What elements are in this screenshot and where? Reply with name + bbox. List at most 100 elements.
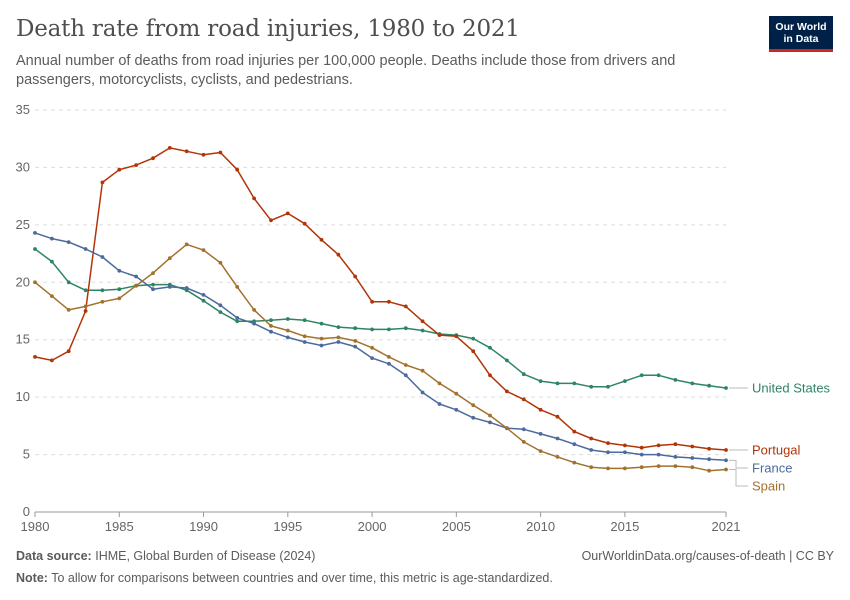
data-point [454, 391, 459, 396]
data-point [606, 384, 610, 389]
data-point [302, 221, 307, 226]
x-tick-label: 1980 [21, 519, 50, 534]
data-point [100, 180, 105, 185]
data-point [623, 466, 627, 471]
data-point [302, 318, 307, 323]
y-tick-label: 10 [16, 389, 30, 404]
series-label: Portugal [752, 442, 801, 457]
data-point [724, 386, 728, 390]
data-point [134, 274, 139, 279]
series-label: France [752, 460, 792, 475]
data-point [555, 414, 560, 419]
data-point [639, 445, 644, 450]
y-tick-label: 0 [23, 504, 30, 519]
data-point [353, 339, 358, 343]
data-point [690, 444, 695, 449]
y-tick-label: 20 [16, 274, 30, 289]
data-point [285, 317, 290, 321]
data-point [505, 389, 509, 394]
note-label: Note: [16, 571, 48, 585]
data-point [218, 310, 223, 314]
x-tick-label: 2015 [610, 519, 639, 534]
data-point [690, 381, 695, 386]
y-tick-label: 5 [23, 447, 30, 462]
data-point [724, 448, 728, 452]
data-source-link[interactable]: IHME, Global Burden of Disease (2024) [95, 549, 316, 563]
data-point [201, 298, 206, 303]
data-point [184, 242, 189, 247]
data-point [707, 457, 711, 462]
data-point [623, 450, 627, 455]
data-point [403, 373, 408, 378]
data-point [420, 319, 425, 324]
y-tick-label: 30 [16, 159, 30, 174]
data-point [319, 237, 324, 242]
data-point [437, 333, 442, 337]
data-point [117, 287, 122, 292]
data-point [218, 303, 223, 308]
data-point [639, 465, 644, 470]
data-point [319, 336, 324, 341]
data-point [538, 449, 543, 453]
data-point [505, 358, 509, 363]
data-point [33, 247, 37, 251]
data-point [724, 467, 728, 472]
data-point [572, 381, 577, 386]
series-line [34, 147, 727, 451]
label-connector [729, 459, 748, 469]
data-point [623, 443, 627, 448]
data-point [33, 355, 37, 359]
data-point [235, 285, 240, 289]
data-point [521, 440, 526, 444]
data-point [538, 407, 543, 412]
data-source-label: Data source: [16, 549, 92, 563]
data-point [471, 403, 476, 408]
data-point [66, 349, 71, 354]
x-tick-label: 2021 [712, 519, 741, 534]
data-point [117, 167, 122, 172]
data-point [201, 248, 206, 253]
data-point [319, 321, 324, 326]
data-point [403, 304, 408, 309]
data-point [66, 280, 71, 285]
data-point [538, 432, 543, 436]
data-point [151, 156, 155, 161]
data-point [151, 271, 155, 275]
data-point [589, 465, 594, 470]
owid-logo[interactable]: Our World in Data [769, 16, 833, 52]
data-point [623, 379, 627, 383]
data-point [167, 146, 172, 150]
data-point [488, 345, 492, 350]
data-point [66, 308, 71, 312]
data-point [488, 413, 492, 418]
data-point [302, 334, 307, 339]
data-point [66, 240, 71, 245]
data-point [235, 167, 240, 172]
data-point [471, 336, 476, 341]
data-point [218, 150, 223, 155]
data-point [656, 464, 661, 468]
data-point [555, 381, 560, 386]
data-point [252, 308, 256, 312]
data-point [673, 464, 678, 468]
data-point [353, 274, 358, 279]
data-point [235, 319, 240, 324]
data-point [707, 383, 711, 388]
data-point [184, 286, 189, 290]
series-label: United States [752, 380, 831, 395]
data-point [269, 329, 273, 334]
source-url-link[interactable]: OurWorldinData.org/causes-of-death | CC … [581, 549, 834, 563]
data-point [252, 321, 256, 326]
data-point [117, 296, 122, 301]
data-point [420, 328, 425, 333]
data-point [285, 211, 290, 216]
data-point [589, 384, 594, 389]
series-label: Spain [752, 478, 785, 493]
data-point [33, 280, 37, 285]
data-point [572, 442, 577, 447]
data-point [707, 468, 711, 473]
data-point [387, 355, 391, 359]
data-point [521, 427, 526, 432]
y-tick-label: 35 [16, 102, 30, 117]
x-tick-label: 2005 [442, 519, 471, 534]
